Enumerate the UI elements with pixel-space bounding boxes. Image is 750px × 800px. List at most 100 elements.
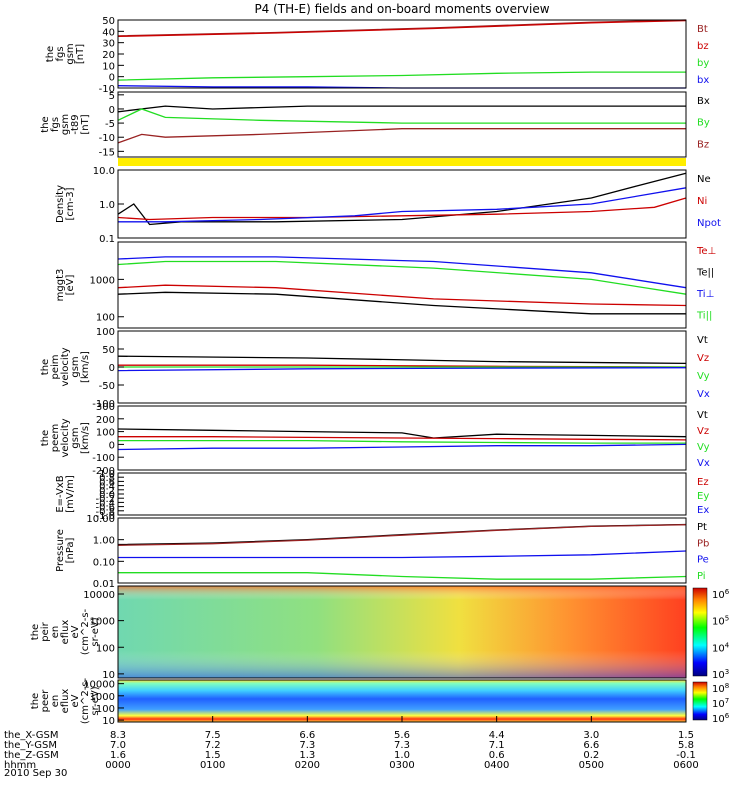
x-row-value: 7.3 xyxy=(394,740,410,751)
x-row-value: 0000 xyxy=(105,760,130,771)
y-label-line: [mV/m] xyxy=(65,475,76,513)
y-label-line: gsm xyxy=(60,114,71,135)
y-tick-label: 40 xyxy=(102,27,115,38)
y-tick-label: 200 xyxy=(96,415,115,426)
y-tick-label: 1000 xyxy=(90,617,115,628)
panel-density: 10.0 1.0 0.1 Density [cm-3] Ne Ni Npot xyxy=(55,166,721,245)
colorbar-label: 107 xyxy=(712,697,729,710)
y-label-line: [eV] xyxy=(65,275,76,296)
legend-Pi: Pi xyxy=(697,571,706,582)
x-row-value: 0500 xyxy=(579,760,604,771)
legend-Vz: Vz xyxy=(697,353,709,364)
y-tick-label: 10 xyxy=(102,670,115,681)
x-row-value: 8.3 xyxy=(110,730,126,741)
legend-bz: bz xyxy=(697,41,709,52)
x-row-value: 7.2 xyxy=(205,740,221,751)
series-Pb xyxy=(117,524,687,546)
y-label-line: the xyxy=(45,46,56,62)
y-tick-label: 10000 xyxy=(83,590,115,601)
legend-Vx: Vx xyxy=(697,458,710,469)
y-tick-label: -50 xyxy=(99,381,115,392)
y-tick-label: 300 xyxy=(96,402,115,413)
x-row-label: hhmm xyxy=(4,760,36,771)
y-label-line: fgs xyxy=(55,46,66,61)
panel-fgs-dsl: 5 0 -5 -10 -15 the fgs gsm -t89 [nT] Bx By Bz xyxy=(40,91,710,159)
y-label-line: en xyxy=(50,626,61,639)
y-label-line: en xyxy=(50,695,61,708)
x-row-label: the_Z-GSM xyxy=(4,750,59,761)
y-tick-label: 0 xyxy=(109,105,115,116)
legend-Ez: Ez xyxy=(697,477,709,488)
y-label-line: gsm xyxy=(70,427,81,448)
y-label-line: [km/s] xyxy=(80,422,91,454)
y-tick-label: 100 xyxy=(96,327,115,338)
series-bz xyxy=(117,19,687,38)
y-label-line: [nT] xyxy=(80,114,91,134)
y-tick-label: 0.10 xyxy=(93,557,115,568)
series-Vx xyxy=(117,367,687,372)
series-Vy xyxy=(118,439,686,444)
series-by xyxy=(117,71,686,81)
legend-Pt: Pt xyxy=(697,522,707,533)
y-tick-label: -10 xyxy=(99,133,115,144)
spectrogram-image xyxy=(118,680,686,722)
y-tick-label: 50 xyxy=(102,16,115,27)
y-label-line: peir xyxy=(40,621,51,641)
x-row-value: 0100 xyxy=(200,760,225,771)
y-tick-label: 5 xyxy=(109,91,115,102)
panel-frame xyxy=(117,91,687,158)
y-label-line: [nT] xyxy=(75,44,86,64)
x-row-value: 7.3 xyxy=(299,740,315,751)
y-tick-label: 10.00 xyxy=(86,514,115,525)
y-label-line: eflux xyxy=(60,689,71,714)
y-tick-label: -0.8 xyxy=(95,507,115,518)
x-row-value: 0.6 xyxy=(489,750,505,761)
panel-pressure: 10.00 1.00 0.10 0.01 Pressure [nPa] Pt Pb Pe Pi xyxy=(55,514,709,590)
series-By xyxy=(117,108,686,124)
y-label-line: the xyxy=(40,430,51,446)
x-row-value: 7.1 xyxy=(489,740,505,751)
y-label-line: the xyxy=(40,116,51,132)
x-row-value: 4.4 xyxy=(489,730,505,741)
series-Vt xyxy=(117,355,687,365)
legend-Vy: Vy xyxy=(697,442,710,453)
series-Ti⊥ xyxy=(117,256,687,289)
y-label-line: [km/s] xyxy=(80,351,91,383)
legend-Ne: Ne xyxy=(697,174,711,185)
colorbar-label: 103 xyxy=(712,668,729,681)
data-flag-bar xyxy=(118,158,686,166)
panel-frame xyxy=(117,585,687,679)
y-label-line: peem xyxy=(50,424,61,452)
x-row-value: 7.0 xyxy=(110,740,126,751)
y-tick-label: -0.4 xyxy=(95,498,115,509)
colorbar xyxy=(692,681,708,721)
y-tick-label: 50 xyxy=(102,345,115,356)
y-label-line: gsm xyxy=(70,356,81,377)
x-row-value: 5.6 xyxy=(394,730,410,741)
panel-frame xyxy=(117,241,687,329)
y-tick-label: 0.4 xyxy=(99,482,115,493)
series-Ne xyxy=(117,172,687,226)
y-label-line: peer xyxy=(40,689,51,713)
y-tick-label: -100 xyxy=(92,453,115,464)
y-tick-label: 0 xyxy=(109,440,115,451)
series-Pt xyxy=(117,523,687,546)
colorbar-label: 105 xyxy=(712,615,729,628)
legend-Vy: Vy xyxy=(697,371,710,382)
y-tick-label: 10 xyxy=(102,716,115,727)
panel-efield: 1.00.80.60.40.20.0-0.2-0.4-0.6-0.8-1.0 E=… xyxy=(55,469,709,522)
y-label-line: velocity xyxy=(60,418,71,457)
y-label-line: sr-eV) xyxy=(90,686,101,715)
y-label-line: eflux xyxy=(60,620,71,645)
panel-velocity-esa: 100 50 0 -50 -100 the peim velocity gsm [km/s] Vt V… xyxy=(40,327,710,410)
y-tick-label: 0.0 xyxy=(99,490,115,501)
legend-Vx: Vx xyxy=(697,389,710,400)
x-row-value: 6.6 xyxy=(583,740,599,751)
y-label-line: mggt3 xyxy=(55,269,66,302)
panel-temperature: 1000 100 mggt3 [eV] Te⊥ Te|| Ti⊥ Ti|| xyxy=(55,241,716,329)
y-tick-label: 30 xyxy=(102,39,115,50)
series-Vx xyxy=(117,443,687,451)
y-label-line: Pressure xyxy=(55,529,66,572)
